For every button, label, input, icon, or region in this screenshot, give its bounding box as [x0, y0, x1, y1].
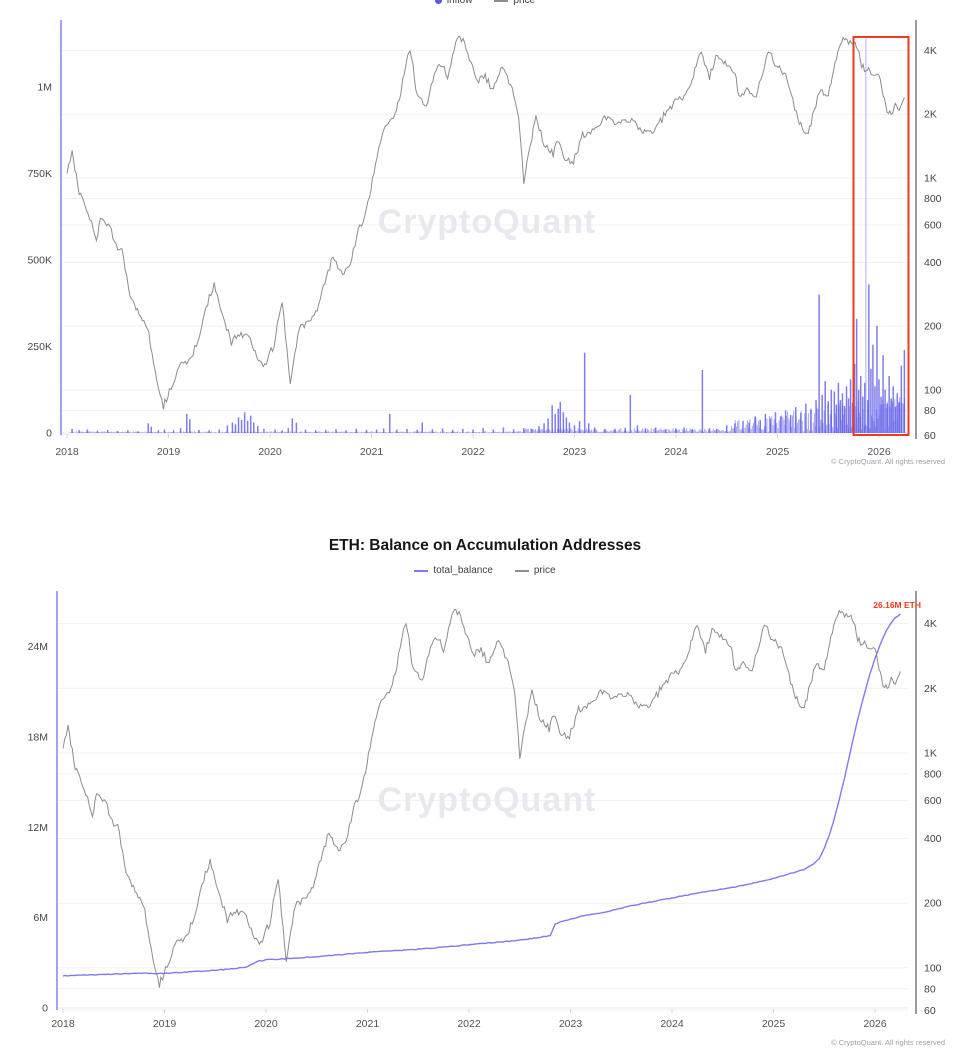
highlight-box	[852, 36, 910, 436]
svg-text:2K: 2K	[924, 109, 937, 121]
svg-text:400: 400	[924, 257, 942, 269]
svg-text:2018: 2018	[51, 1018, 75, 1030]
bottom-chart-title: ETH: Balance on Accumulation Addresses	[328, 537, 642, 554]
svg-text:400: 400	[924, 833, 942, 845]
svg-text:2020: 2020	[254, 1018, 278, 1030]
svg-text:24M: 24M	[28, 641, 48, 653]
legend-label-price-bottom: price	[533, 565, 556, 576]
svg-text:2022: 2022	[461, 446, 485, 458]
svg-text:18M: 18M	[28, 731, 48, 743]
svg-text:100: 100	[924, 962, 942, 974]
svg-text:60: 60	[924, 430, 936, 442]
svg-text:0: 0	[46, 428, 52, 440]
legend-label-inflow: inflow	[446, 0, 473, 6]
svg-text:600: 600	[924, 795, 942, 807]
legend-item-inflow[interactable]: inflow	[434, 0, 473, 6]
chart-frame: 24M 18M 12M 6M 0 4K 2K 1K 800 600 400 200 100 80 60 201…	[28, 591, 942, 1030]
legend-item-price-top[interactable]: price	[494, 0, 535, 6]
svg-text:250K: 250K	[27, 341, 52, 353]
svg-text:2023: 2023	[559, 1018, 583, 1030]
legend-item-price-bottom[interactable]: price	[514, 565, 556, 576]
svg-text:2K: 2K	[924, 683, 937, 695]
svg-text:200: 200	[924, 321, 942, 333]
svg-text:750K: 750K	[27, 168, 52, 180]
legend-label-total-balance: total_balance	[433, 565, 493, 576]
svg-text:1M: 1M	[37, 82, 52, 94]
svg-text:2024: 2024	[664, 446, 688, 458]
svg-text:0: 0	[42, 1003, 48, 1015]
svg-text:1K: 1K	[924, 748, 937, 760]
svg-text:100: 100	[924, 384, 942, 396]
svg-text:2025: 2025	[762, 1018, 786, 1030]
inflow-legend-dot-icon	[434, 0, 442, 4]
svg-text:1K: 1K	[924, 173, 937, 185]
legend-label-price-top: price	[513, 0, 536, 6]
svg-text:2020: 2020	[258, 446, 282, 458]
svg-text:12M: 12M	[28, 822, 48, 834]
svg-text:80: 80	[924, 983, 936, 995]
svg-text:2022: 2022	[457, 1018, 481, 1030]
bottom-balance-line	[62, 613, 901, 977]
svg-text:2025: 2025	[766, 446, 790, 458]
cryptoquant-watermark-top: CryptoQuant	[377, 203, 597, 241]
svg-text:800: 800	[924, 193, 942, 205]
svg-text:200: 200	[924, 898, 942, 910]
svg-text:2019: 2019	[157, 446, 181, 458]
cryptoquant-watermark-bottom: CryptoQuant	[377, 781, 597, 819]
top-inflow-bars	[68, 38, 906, 434]
svg-text:4K: 4K	[924, 618, 937, 630]
balance-callout-label: 26.16M ETH	[873, 600, 921, 610]
svg-text:2026: 2026	[867, 446, 891, 458]
svg-text:4K: 4K	[924, 45, 937, 57]
copyright-top: © CryptoQuant. All rights reserved	[831, 457, 945, 466]
svg-text:60: 60	[924, 1005, 936, 1017]
price-legend-line-icon	[514, 569, 529, 572]
bottom-chart-legend: total_balance price	[0, 565, 970, 576]
svg-text:2026: 2026	[863, 1018, 887, 1030]
price-legend-line-icon	[494, 0, 509, 2]
svg-text:2021: 2021	[356, 1018, 380, 1030]
svg-text:80: 80	[924, 405, 936, 417]
top-chart-legend: inflow price	[0, 0, 970, 7]
svg-text:600: 600	[924, 220, 942, 232]
legend-item-total-balance[interactable]: total_balance	[414, 565, 493, 576]
svg-text:2023: 2023	[563, 446, 587, 458]
bottom-price-line	[62, 608, 901, 988]
total-balance-legend-line-icon	[414, 569, 429, 572]
top-price-line	[66, 35, 905, 410]
svg-text:2019: 2019	[153, 1018, 177, 1030]
svg-text:2021: 2021	[360, 446, 384, 458]
svg-text:800: 800	[924, 768, 942, 780]
svg-text:500K: 500K	[27, 255, 52, 267]
svg-text:2018: 2018	[55, 446, 79, 458]
svg-text:2024: 2024	[660, 1018, 684, 1030]
svg-text:6M: 6M	[33, 912, 48, 924]
copyright-bottom: © CryptoQuant. All rights reserved	[831, 1038, 945, 1047]
